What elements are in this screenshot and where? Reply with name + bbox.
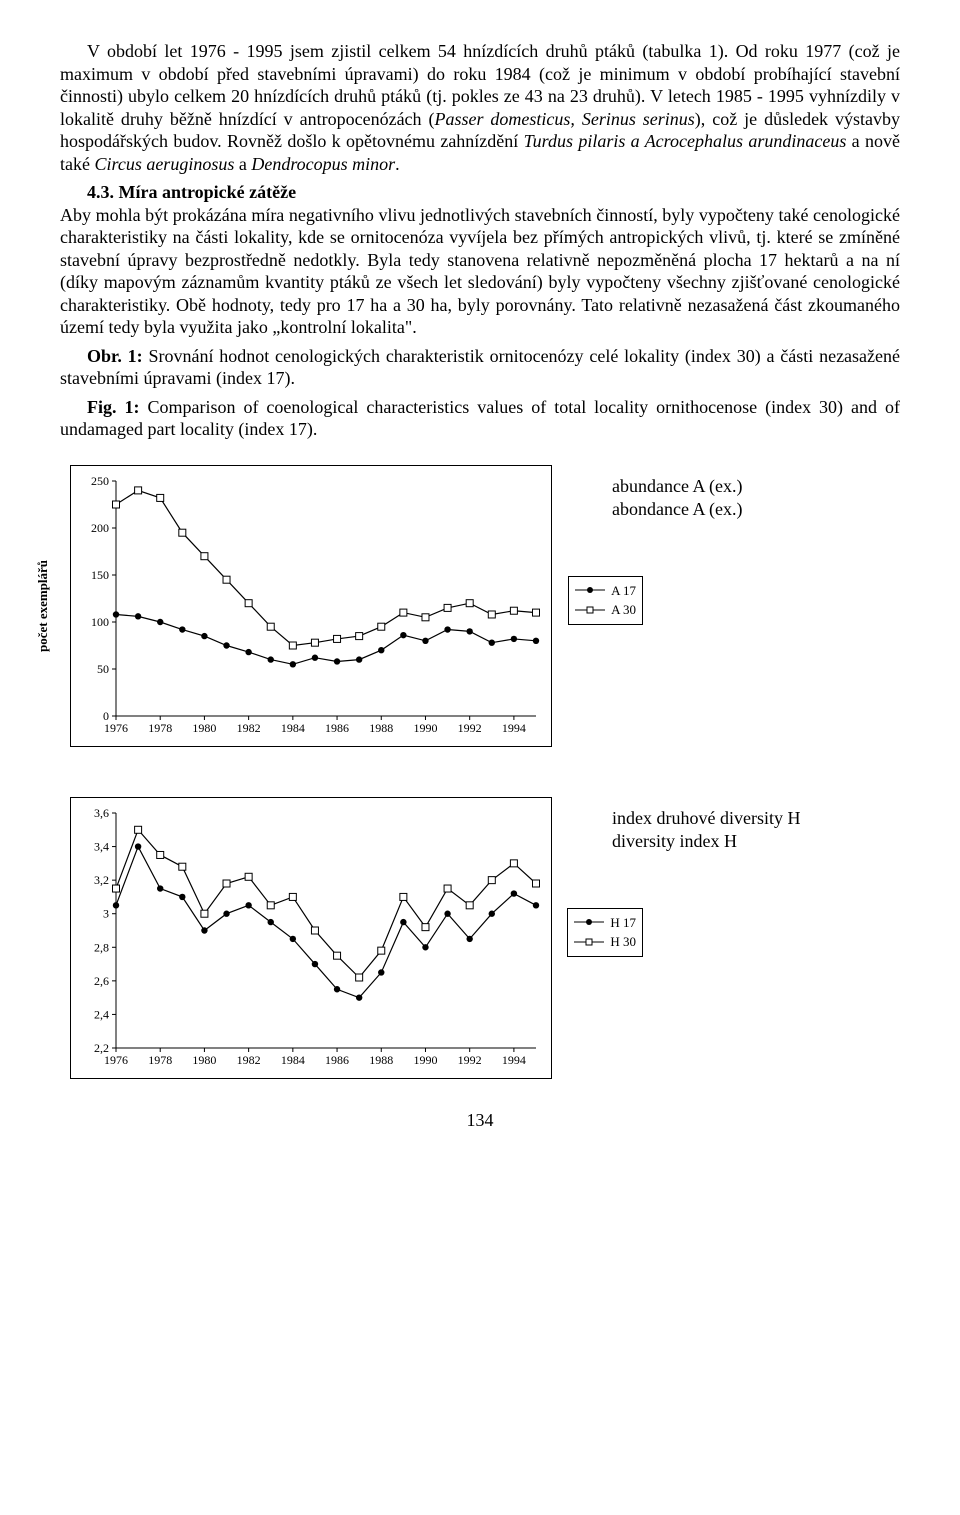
svg-text:3: 3 xyxy=(103,906,109,920)
chart2-caption: index druhové diversity H diversity inde… xyxy=(612,797,800,854)
svg-text:1994: 1994 xyxy=(502,721,526,735)
svg-text:1984: 1984 xyxy=(281,1053,305,1067)
svg-text:3,6: 3,6 xyxy=(94,806,109,820)
legend-h30: H 30 xyxy=(574,932,636,952)
page-number: 134 xyxy=(60,1109,900,1132)
svg-text:1978: 1978 xyxy=(148,721,172,735)
legend-h30-label: H 30 xyxy=(610,932,636,952)
svg-text:2,8: 2,8 xyxy=(94,940,109,954)
p1b: Passer domesticus, Serinus serinus xyxy=(434,109,694,129)
svg-text:3,2: 3,2 xyxy=(94,873,109,887)
chart2-legend: H 17 H 30 xyxy=(567,908,643,957)
chart1-svg: 0501001502002501976197819801982198419861… xyxy=(71,466,551,746)
svg-text:1982: 1982 xyxy=(237,1053,261,1067)
cap1a: abundance A (ex.) xyxy=(612,476,742,496)
chart1-ylabel: počet exemplářů xyxy=(35,559,51,651)
svg-text:1982: 1982 xyxy=(237,721,261,735)
svg-text:200: 200 xyxy=(91,521,109,535)
legend-a17: A 17 xyxy=(575,581,636,601)
legend-a30-label: A 30 xyxy=(611,600,636,620)
svg-text:1976: 1976 xyxy=(104,1053,128,1067)
p1i: . xyxy=(395,154,400,174)
fig-label: Fig. 1: xyxy=(87,397,139,417)
chart-2: 2,22,42,62,833,23,43,6197619781980198219… xyxy=(70,797,552,1079)
svg-text:1980: 1980 xyxy=(192,721,216,735)
chart1-legend: A 17 A 30 xyxy=(568,576,643,625)
svg-text:1980: 1980 xyxy=(192,1053,216,1067)
svg-text:1994: 1994 xyxy=(502,1053,526,1067)
svg-text:1986: 1986 xyxy=(325,1053,349,1067)
svg-text:150: 150 xyxy=(91,568,109,582)
chart-1: počet exemplářů 050100150200250197619781… xyxy=(70,465,552,747)
svg-text:1986: 1986 xyxy=(325,721,349,735)
svg-text:1992: 1992 xyxy=(458,1053,482,1067)
figure-2: 2,22,42,62,833,23,43,6197619781980198219… xyxy=(60,797,900,1079)
svg-text:250: 250 xyxy=(91,474,109,488)
legend-h17-label: H 17 xyxy=(610,913,636,933)
p1f: Circus aeruginosus xyxy=(94,154,234,174)
svg-text:1978: 1978 xyxy=(148,1053,172,1067)
cap2b: diversity index H xyxy=(612,831,737,851)
cap1b: abondance A (ex.) xyxy=(612,499,742,519)
p1g: a xyxy=(234,154,251,174)
svg-text:1984: 1984 xyxy=(281,721,305,735)
svg-text:2,6: 2,6 xyxy=(94,973,109,987)
fig-caption: Fig. 1: Comparison of coenological chara… xyxy=(60,396,900,441)
legend-h17: H 17 xyxy=(574,913,636,933)
svg-text:1988: 1988 xyxy=(369,721,393,735)
p2: Aby mohla být prokázána míra negativního… xyxy=(60,205,900,338)
p1h: Dendrocopus minor xyxy=(251,154,395,174)
svg-text:100: 100 xyxy=(91,615,109,629)
legend-a30: A 30 xyxy=(575,600,636,620)
p1d: Turdus pilaris a Acrocephalus arundinace… xyxy=(524,131,847,151)
svg-text:1976: 1976 xyxy=(104,721,128,735)
svg-text:1992: 1992 xyxy=(458,721,482,735)
section-title: 4.3. Míra antropické zátěže xyxy=(87,182,296,202)
obr-label: Obr. 1: xyxy=(87,346,143,366)
section-4-3: 4.3. Míra antropické zátěže Aby mohla bý… xyxy=(60,181,900,339)
svg-text:2,4: 2,4 xyxy=(94,1007,109,1021)
chart2-svg: 2,22,42,62,833,23,43,6197619781980198219… xyxy=(71,798,551,1078)
figure-1: počet exemplářů 050100150200250197619781… xyxy=(60,465,900,747)
svg-text:1988: 1988 xyxy=(369,1053,393,1067)
svg-text:3,4: 3,4 xyxy=(94,839,109,853)
paragraph-1: V období let 1976 - 1995 jsem zjistil ce… xyxy=(60,40,900,175)
svg-text:50: 50 xyxy=(97,662,109,676)
svg-text:1990: 1990 xyxy=(413,721,437,735)
chart1-caption: abundance A (ex.) abondance A (ex.) xyxy=(612,465,742,522)
legend-a17-label: A 17 xyxy=(611,581,636,601)
obr-text: Srovnání hodnot cenologických charakteri… xyxy=(60,346,900,389)
cap2a: index druhové diversity H xyxy=(612,808,800,828)
fig-text: Comparison of coenological characteristi… xyxy=(60,397,900,440)
obr-caption: Obr. 1: Srovnání hodnot cenologických ch… xyxy=(60,345,900,390)
svg-text:1990: 1990 xyxy=(413,1053,437,1067)
